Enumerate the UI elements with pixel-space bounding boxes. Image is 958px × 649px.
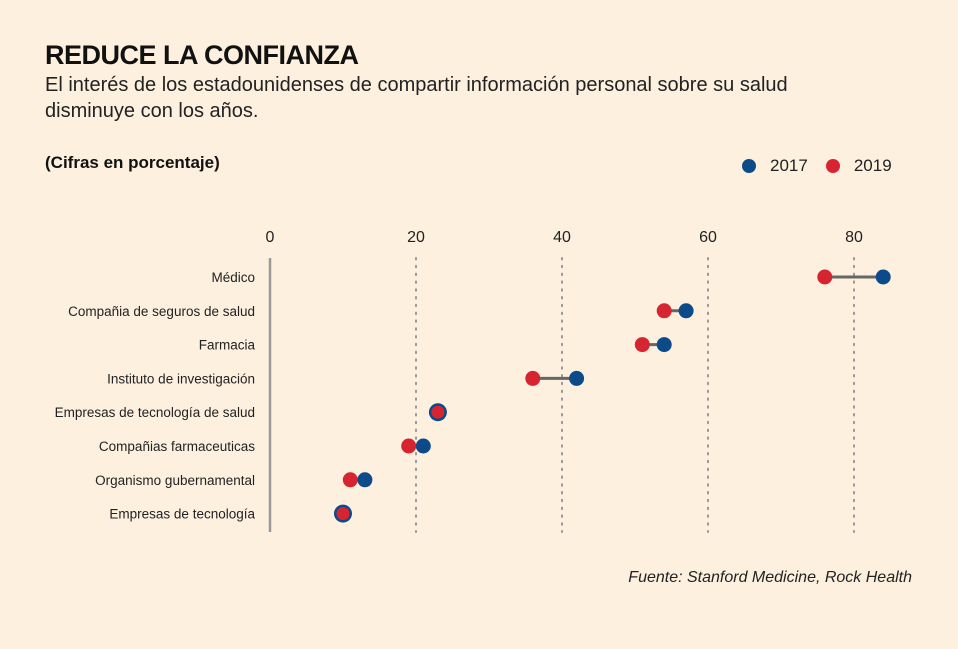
legend: 2017 2019: [742, 156, 910, 176]
category-label: Organismo gubernamental: [95, 473, 255, 488]
unit-note: (Cifras en porcentaje): [45, 153, 220, 172]
x-tick-label: 0: [266, 229, 275, 246]
point-2019: [634, 337, 650, 353]
point-2017: [357, 472, 373, 488]
category-label: Empresas de tecnología: [109, 507, 255, 522]
category-label: Empresas de tecnología de salud: [55, 405, 255, 420]
legend-dot-2017: [742, 159, 756, 173]
x-tick-label: 40: [553, 229, 571, 246]
legend-label-2017: 2017: [770, 156, 808, 175]
chart-subtitle: El interés de los estadounidenses de com…: [45, 74, 788, 122]
point-2017: [569, 370, 585, 386]
legend-dot-2019: [825, 159, 840, 173]
point-2017: [656, 337, 672, 353]
legend-item-2017: 2017: [742, 156, 808, 176]
category-label: Médico: [211, 270, 255, 285]
x-tick-label: 20: [407, 229, 425, 246]
category-label: Instituto de investigación: [107, 371, 255, 386]
x-tick-label: 60: [699, 229, 717, 246]
point-2019: [401, 438, 417, 454]
point-2019: [525, 370, 541, 386]
point-2017: [415, 438, 431, 454]
legend-item-2019: 2019: [825, 156, 892, 176]
point-2017: [678, 303, 694, 319]
point-2017: [875, 269, 891, 285]
source-note: Fuente: Stanford Medicine, Rock Health: [628, 569, 912, 586]
point-2019: [817, 269, 833, 285]
category-label: Farmacia: [199, 338, 256, 353]
category-label: Compañias farmaceuticas: [99, 439, 255, 454]
point-2019: [342, 472, 358, 488]
category-label: Compañia de seguros de salud: [68, 304, 255, 319]
legend-label-2019: 2019: [853, 156, 892, 175]
chart-title: REDUCE LA CONFIANZA: [45, 40, 359, 70]
point-2019: [336, 507, 350, 521]
point-2019: [431, 405, 445, 419]
point-2019: [656, 303, 672, 319]
x-tick-label: 80: [845, 229, 863, 246]
